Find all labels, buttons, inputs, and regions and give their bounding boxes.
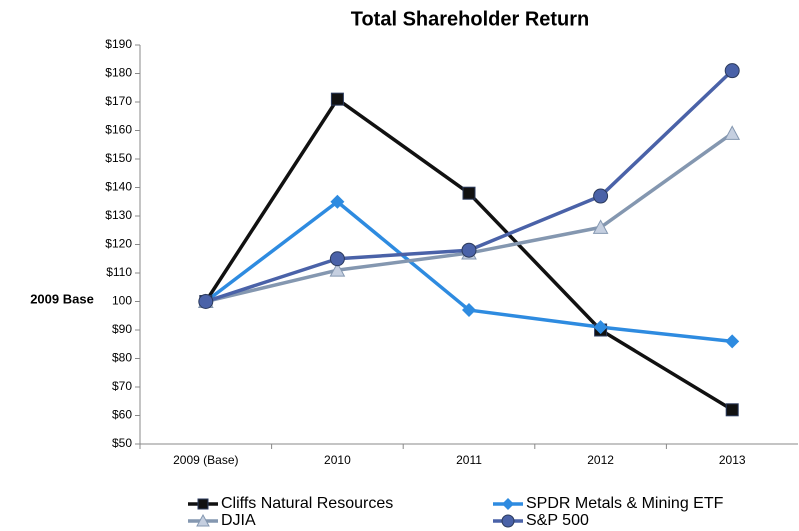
marker: [592, 219, 609, 234]
y-tick-label: $140: [105, 180, 132, 194]
series-line: [204, 200, 733, 344]
y-tick-label: $80: [112, 351, 132, 365]
marker: [501, 514, 515, 528]
x-tick-label: 2013: [719, 453, 746, 467]
x-tick-label: 2012: [587, 453, 614, 467]
marker: [198, 294, 214, 309]
marker: [462, 303, 476, 318]
x-tick-label: 2009 (Base): [173, 453, 238, 467]
marker: [724, 63, 740, 79]
y-axis-label: 2009 Base: [30, 291, 94, 306]
legend-label: SPDR Metals & Mining ETF: [526, 495, 724, 512]
marker: [197, 498, 209, 510]
legend-label: DJIA: [221, 512, 256, 529]
marker: [593, 320, 608, 335]
marker: [461, 242, 477, 258]
y-tick-label: $90: [112, 322, 132, 336]
chart-title: Total Shareholder Return: [351, 8, 590, 30]
marker: [330, 92, 344, 106]
legend-label: Cliffs Natural Resources: [221, 495, 393, 512]
y-tick-label: $150: [105, 151, 132, 165]
marker: [462, 186, 476, 200]
x-tick-label: 2011: [456, 453, 482, 467]
marker: [725, 334, 740, 349]
x-tick-label: 2010: [324, 453, 351, 467]
y-tick-label: $130: [105, 208, 132, 222]
y-tick-label: $60: [112, 408, 132, 422]
legend-label: S&P 500: [526, 512, 589, 529]
y-tick-label: $190: [105, 37, 132, 51]
y-tick-label: $50: [112, 436, 132, 450]
marker: [196, 513, 210, 527]
marker: [329, 262, 346, 277]
marker: [329, 251, 345, 267]
marker: [725, 403, 739, 417]
y-tick-label: $170: [105, 94, 132, 108]
y-tick-label: 100: [112, 294, 132, 308]
series-line: [205, 69, 734, 304]
marker: [724, 125, 741, 140]
y-tick-label: $110: [106, 265, 132, 279]
marker: [502, 498, 514, 510]
y-tick-label: $120: [105, 237, 132, 251]
y-tick-label: $160: [105, 123, 132, 137]
marker: [330, 194, 345, 209]
marker: [593, 188, 609, 204]
y-tick-label: $70: [112, 379, 132, 393]
y-tick-label: $180: [105, 66, 132, 80]
